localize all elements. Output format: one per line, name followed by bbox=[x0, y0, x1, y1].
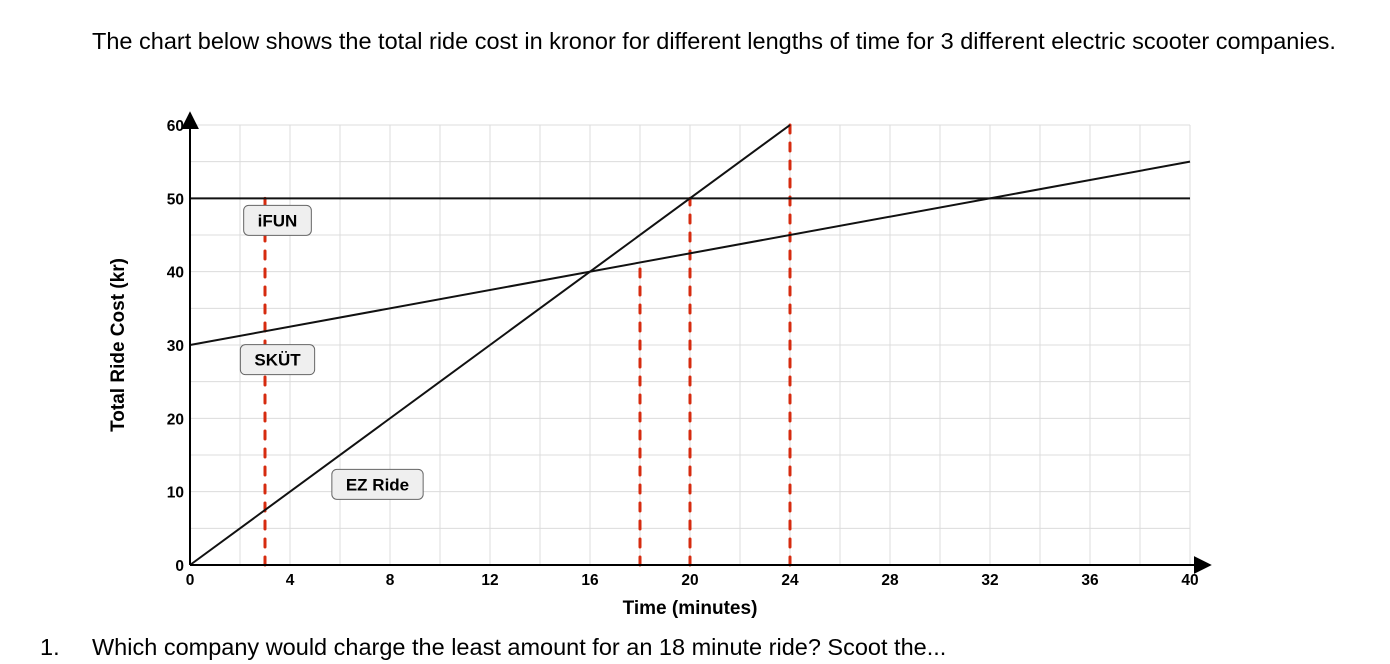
x-tick-label: 24 bbox=[781, 572, 799, 589]
x-tick-label: 32 bbox=[981, 572, 998, 589]
question-text: Which company would charge the least amo… bbox=[92, 634, 947, 660]
x-tick-label: 40 bbox=[1181, 572, 1198, 589]
x-tick-label: 16 bbox=[581, 572, 599, 589]
axes bbox=[181, 111, 1212, 574]
series-label-ez-ride: EZ Ride bbox=[331, 468, 424, 500]
series-line-ez-ride bbox=[189, 124, 791, 566]
x-tick-label: 0 bbox=[186, 572, 195, 589]
y-tick-label: 60 bbox=[167, 118, 184, 135]
intro-text: The chart below shows the total ride cos… bbox=[92, 28, 1336, 54]
y-tick-label: 10 bbox=[167, 485, 184, 502]
x-tick-label: 12 bbox=[481, 572, 498, 589]
x-tick-label: 20 bbox=[681, 572, 698, 589]
tick-labels: 0 4 8 12 16 20 24 28 32 36 40 0 10 20 30 40 50 60 bbox=[167, 118, 1199, 589]
x-tick-label: 28 bbox=[881, 572, 899, 589]
dashed-annotations bbox=[263, 123, 792, 567]
svg-text:EZ Ride: EZ Ride bbox=[346, 475, 409, 494]
y-tick-label: 50 bbox=[167, 191, 184, 208]
y-tick-label: 0 bbox=[175, 558, 184, 575]
line-chart: 0 4 8 12 16 20 24 28 32 36 40 0 10 20 30 40 50 60 iFUN SKÜ… bbox=[108, 111, 1212, 619]
svg-text:iFUN: iFUN bbox=[258, 211, 298, 230]
series-label-sk-t: SKÜT bbox=[239, 344, 316, 376]
y-tick-label: 30 bbox=[167, 338, 184, 355]
x-tick-label: 36 bbox=[1081, 572, 1099, 589]
x-tick-label: 4 bbox=[286, 572, 295, 589]
question: 1. Which company would charge the least a… bbox=[40, 630, 946, 664]
series-labels: iFUN SKÜT EZ Ride bbox=[239, 204, 424, 500]
y-axis-title: Total Ride Cost (kr) bbox=[108, 258, 129, 432]
x-axis-title: Time (minutes) bbox=[623, 598, 758, 619]
y-tick-label: 20 bbox=[167, 411, 184, 428]
question-number: 1. bbox=[40, 634, 60, 660]
series-line-sk-t bbox=[189, 160, 1191, 346]
svg-text:SKÜT: SKÜT bbox=[254, 351, 301, 370]
y-tick-label: 40 bbox=[167, 265, 184, 282]
x-tick-label: 8 bbox=[386, 572, 395, 589]
series-label-ifun: iFUN bbox=[243, 204, 312, 236]
series-lines bbox=[189, 124, 1191, 566]
